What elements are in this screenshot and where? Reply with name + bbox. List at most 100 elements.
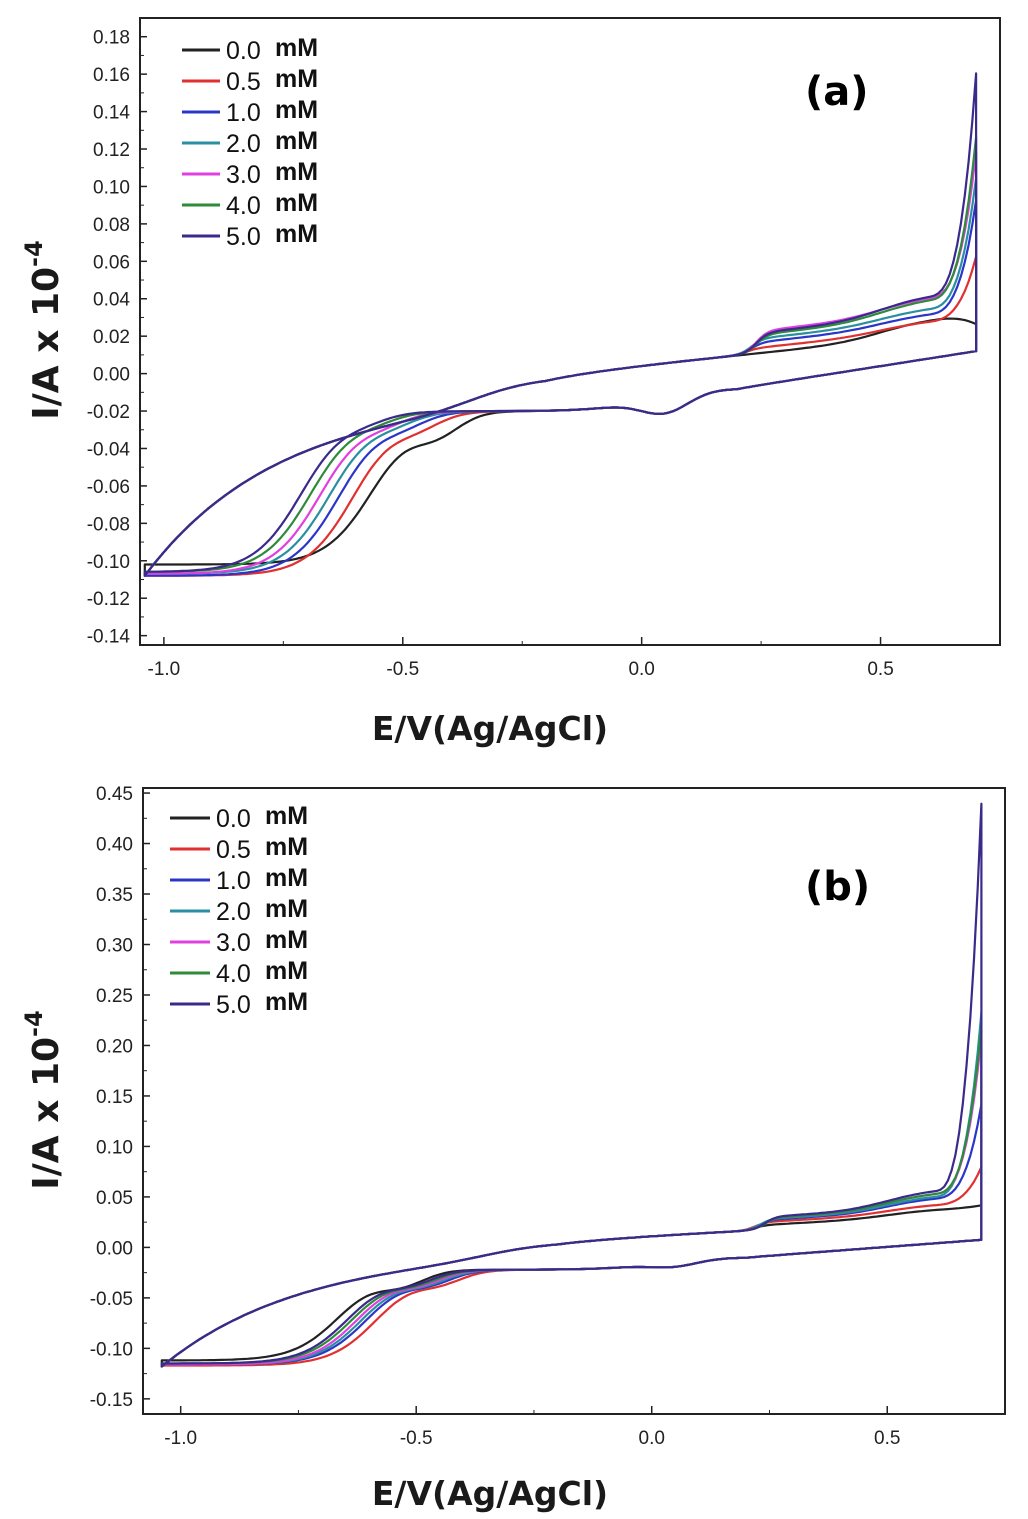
panel-a-chart: 0.180.160.140.120.100.080.060.040.020.00… [20, 17, 1001, 748]
y-tick-label: 0.10 [93, 177, 130, 198]
y-tick-label: -0.14 [87, 627, 131, 648]
cv-curve-1-0-mm [160, 1103, 983, 1368]
legend-unit: mM [275, 34, 318, 62]
y-tick-label: 0.02 [93, 327, 130, 348]
cv-curve-4-0-mm [143, 135, 978, 577]
panel-b-x-axis: -1.0 -0.5 0.0 0.5 [164, 1406, 1006, 1449]
panel-b-plot-frame [142, 787, 1006, 1415]
legend-label: 0.5 [226, 68, 261, 96]
cv-curve-4-0-mm [160, 1025, 983, 1368]
panel-a-y-axis-label: I/A x 10-4 [20, 240, 67, 419]
panel-b-y-axis: 0.45 0.40 0.35 0.30 0.25 0.20 0.15 0.10 0.05 0.00… [90, 784, 150, 1411]
y-tick-label: 0.05 [96, 1188, 133, 1209]
legend-unit: mM [275, 220, 318, 248]
x-tick-label: 0.5 [867, 659, 893, 680]
legend-unit: mM [265, 864, 308, 892]
cv-curve-0-0-mm [143, 317, 978, 577]
y-tick-label: 0.30 [96, 936, 133, 957]
panel-b-chart: 0.450.400.350.300.250.200.150.100.050.00… [20, 784, 1006, 1513]
y-tick-label: 0.16 [93, 65, 130, 86]
y-tick-label: 0.25 [96, 986, 133, 1007]
legend-unit: mM [265, 988, 308, 1016]
y-tick-label: -0.10 [90, 1339, 133, 1360]
y-tick-label: 0.20 [96, 1036, 133, 1057]
y-tick-label: 0.00 [93, 365, 130, 386]
legend-unit: mM [265, 895, 308, 923]
legend-label: 0.0 [226, 37, 261, 65]
legend-label: 0.5 [216, 836, 251, 864]
legend-label: 0.0 [216, 805, 251, 833]
y-tick-label: -0.06 [87, 477, 130, 498]
x-tick-label: 0.0 [628, 659, 654, 680]
cv-curve-1-0-mm [143, 199, 978, 577]
panel-b-y-axis-label-exponent: -4 [20, 1010, 48, 1037]
y-tick-label: 0.04 [93, 290, 130, 311]
y-tick-label: -0.12 [87, 589, 130, 610]
legend-label: 5.0 [226, 223, 261, 251]
legend-unit: mM [275, 65, 318, 93]
legend-label: 4.0 [226, 192, 261, 220]
y-tick-label: -0.04 [87, 439, 131, 460]
x-tick-label: 0.5 [874, 1428, 900, 1449]
panel-b-y-axis-label: I/A x 10-4 [20, 1010, 67, 1189]
cv-curve-3-0-mm [160, 1035, 983, 1368]
y-tick-label: 0.10 [96, 1137, 133, 1158]
y-tick-label: 0.14 [93, 103, 130, 124]
legend-label: 2.0 [226, 130, 261, 158]
panel-b-y-axis-label-text: I/A x 10 [26, 1037, 67, 1190]
y-tick-label: 0.18 [93, 28, 130, 49]
x-tick-label: -1.0 [148, 659, 181, 680]
cv-curve-2-0-mm [160, 1011, 983, 1368]
panel-a-x-axis: -1.0 -0.5 0.0 0.5 [148, 637, 1001, 680]
x-tick-label: -0.5 [386, 659, 419, 680]
legend-label: 2.0 [216, 898, 251, 926]
panel-a-curves [143, 72, 978, 577]
panel-a-x-axis-label: E/V(Ag/AgCl) [372, 709, 608, 748]
legend-label: 3.0 [216, 929, 251, 957]
y-tick-label: -0.02 [87, 402, 130, 423]
y-tick-label: 0.35 [96, 885, 133, 906]
legend-unit: mM [265, 926, 308, 954]
x-tick-label: -1.0 [164, 1428, 197, 1449]
panel-a-legend: 0.0 mM 0.5 mM 1.0 mM 2.0 mM 3.0 mM 4.0 mM 5.0 mM [182, 34, 318, 251]
y-tick-label: 0.15 [96, 1087, 133, 1108]
legend-unit: mM [275, 189, 318, 217]
legend-unit: mM [265, 802, 308, 830]
y-tick-label: -0.05 [90, 1289, 133, 1310]
cv-curve-5-0-mm [160, 802, 983, 1368]
legend-label: 5.0 [216, 991, 251, 1019]
cv-curve-0-5-mm [160, 1165, 983, 1368]
y-tick-label: -0.15 [90, 1390, 133, 1411]
cv-curve-0-5-mm [143, 255, 978, 577]
y-tick-label: 0.45 [96, 784, 133, 805]
legend-unit: mM [265, 833, 308, 861]
y-tick-label: 0.40 [96, 835, 133, 856]
legend-unit: mM [265, 957, 308, 985]
legend-label: 1.0 [216, 867, 251, 895]
cv-curve-3-0-mm [143, 150, 978, 577]
panel-a-plot-frame [139, 17, 1001, 646]
panel-a-y-axis-label-exponent: -4 [20, 240, 48, 267]
y-tick-label: 0.12 [93, 140, 130, 161]
panel-b-x-axis-label: E/V(Ag/AgCl) [372, 1474, 608, 1513]
panel-a-y-axis: 0.18 0.16 0.14 0.12 0.10 0.08 0.06 0.04 0.02 0.00… [87, 28, 147, 648]
cv-curve-0-0-mm [160, 1204, 983, 1368]
y-tick-label: 0.08 [93, 215, 130, 236]
y-tick-label: 0.06 [93, 252, 130, 273]
legend-unit: mM [275, 96, 318, 124]
panel-b-label: (b) [805, 864, 870, 910]
legend-label: 1.0 [226, 99, 261, 127]
legend-label: 3.0 [226, 161, 261, 189]
panel-b-legend: 0.0 mM 0.5 mM 1.0 mM 2.0 mM 3.0 mM 4.0 mM 5.0 mM [170, 802, 308, 1019]
legend-label: 4.0 [216, 960, 251, 988]
legend-unit: mM [275, 158, 318, 186]
y-tick-label: -0.10 [87, 552, 130, 573]
cv-curve-5-0-mm [143, 72, 978, 577]
panel-a-y-axis-label-text: I/A x 10 [26, 267, 67, 420]
y-tick-label: 0.00 [96, 1238, 133, 1259]
x-tick-label: 0.0 [639, 1428, 665, 1449]
panel-a-label: (a) [805, 69, 869, 115]
panel-b-curves [160, 802, 983, 1368]
legend-unit: mM [275, 127, 318, 155]
